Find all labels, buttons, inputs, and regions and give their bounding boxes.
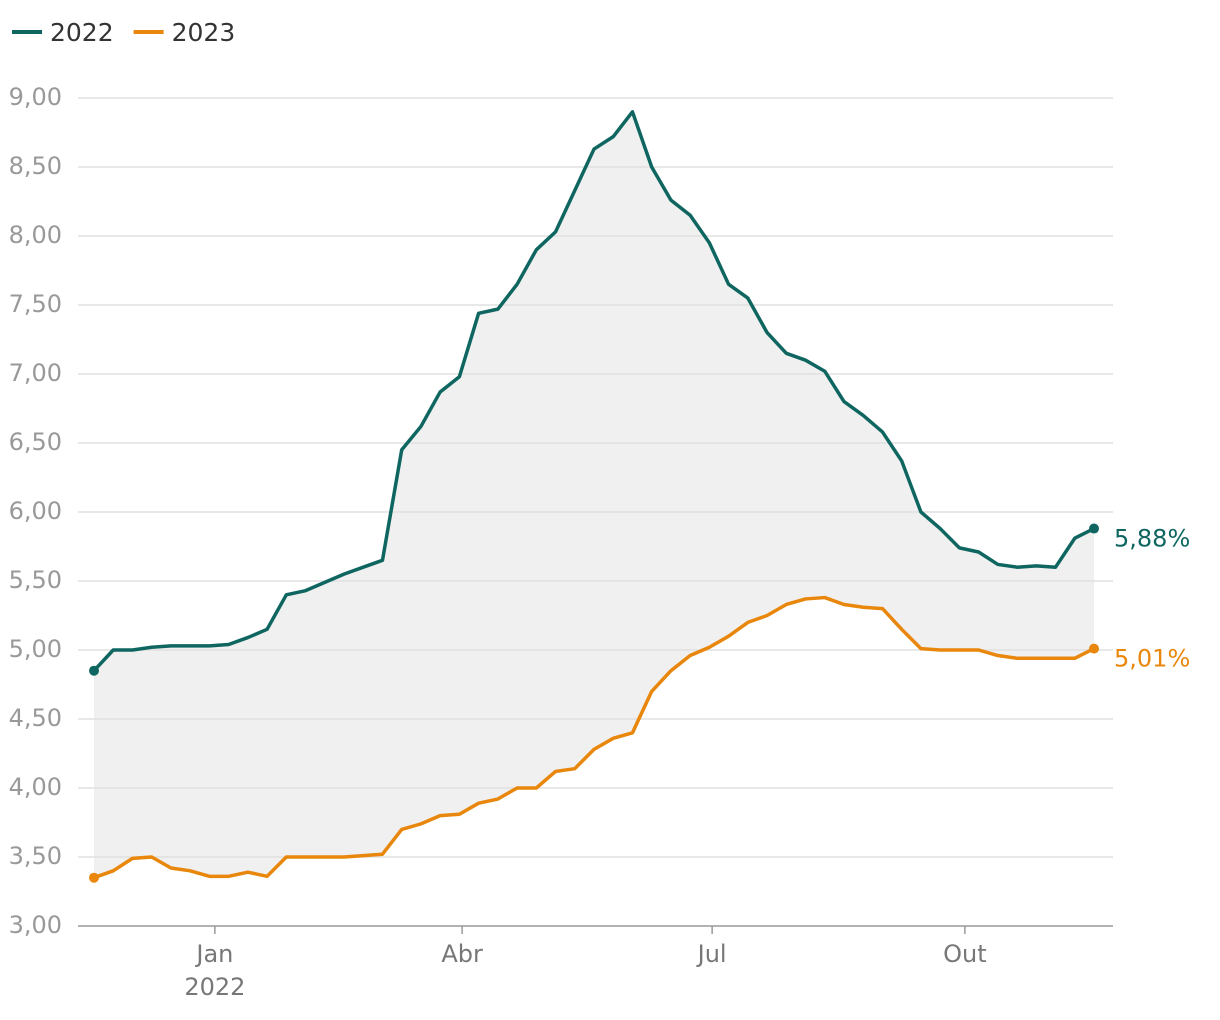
value-label: 5,01%: [1114, 645, 1190, 673]
end-dot: [89, 872, 99, 883]
value-label: 5,88%: [1114, 525, 1190, 553]
y-tick-label: 3,50: [9, 842, 62, 870]
y-tick-label: 9,00: [9, 83, 62, 111]
y-tick-label: 8,00: [9, 221, 62, 249]
end-dot: [1089, 643, 1099, 654]
y-tick-label: 5,00: [9, 635, 62, 663]
y-tick-label: 3,00: [9, 911, 62, 939]
y-tick-label: 4,50: [9, 704, 62, 732]
band-fill: [94, 111, 1094, 878]
y-tick-label: 7,00: [9, 359, 62, 387]
y-tick-label: 6,00: [9, 497, 62, 525]
end-dot: [89, 665, 99, 676]
x-tick-label: Abr: [441, 940, 483, 968]
x-tick-label: Jul: [696, 940, 727, 968]
x-tick-label: Out: [943, 940, 987, 968]
line: [93, 595, 1095, 880]
end-dot: [1089, 523, 1099, 534]
y-tick-label: 8,50: [9, 152, 62, 180]
line: [92, 110, 1095, 672]
y-tick-label: 4,00: [9, 773, 62, 801]
x-tick-label: Jan: [194, 940, 233, 968]
y-tick-label: 5,50: [9, 566, 62, 594]
y-tick-label: 6,50: [9, 428, 62, 456]
y-tick-label: 7,50: [9, 290, 62, 318]
legend-label: 2023: [172, 18, 236, 47]
legend-label: 2022: [50, 18, 114, 47]
x-year-label: 2022: [184, 973, 245, 1001]
